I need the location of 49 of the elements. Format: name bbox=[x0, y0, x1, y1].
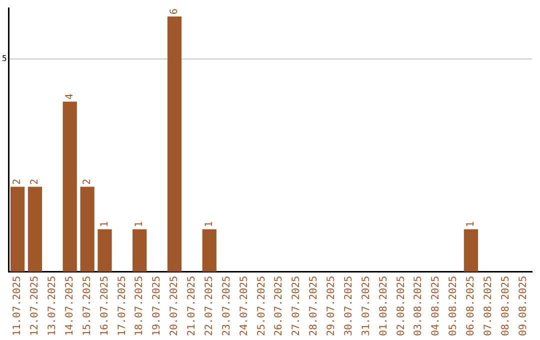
x-tick-label: 23.07.2025 bbox=[221, 276, 232, 336]
x-tick-label: 12.07.2025 bbox=[30, 276, 41, 336]
x-tick-label: 20.07.2025 bbox=[169, 276, 180, 336]
bar bbox=[62, 102, 77, 272]
bar bbox=[98, 229, 112, 272]
x-tick-label: 08.08.2025 bbox=[500, 276, 512, 336]
data-label: 2 bbox=[12, 178, 24, 185]
x-tick-label: 22.07.2025 bbox=[204, 276, 215, 336]
bar bbox=[80, 186, 94, 272]
x-tick-label: 11.07.2025 bbox=[12, 276, 24, 336]
x-tick-label: 05.08.2025 bbox=[448, 276, 460, 336]
data-label: 1 bbox=[99, 221, 110, 228]
data-label: 2 bbox=[82, 178, 93, 185]
data-label: 4 bbox=[64, 94, 76, 100]
x-tick-label: 02.08.2025 bbox=[396, 276, 407, 336]
x-tick-label: 27.07.2025 bbox=[291, 276, 302, 336]
x-tick-label: 15.07.2025 bbox=[82, 276, 93, 336]
bar bbox=[10, 186, 25, 272]
x-tick-label: 04.08.2025 bbox=[430, 276, 442, 336]
bar bbox=[202, 229, 216, 272]
x-tick-label: 06.08.2025 bbox=[466, 276, 477, 336]
x-tick-label: 01.08.2025 bbox=[378, 276, 390, 336]
x-tick-label: 16.07.2025 bbox=[99, 276, 110, 336]
x-tick-label: 31.07.2025 bbox=[360, 276, 372, 336]
bar bbox=[132, 229, 147, 272]
x-tick-label: 30.07.2025 bbox=[343, 276, 354, 336]
x-tick-label: 09.08.2025 bbox=[518, 276, 529, 336]
x-tick-label: 29.07.2025 bbox=[326, 276, 338, 336]
x-tick-label: 18.07.2025 bbox=[134, 276, 146, 336]
x-tick-label: 21.07.2025 bbox=[186, 276, 198, 336]
data-label: 1 bbox=[466, 221, 477, 228]
bar bbox=[167, 16, 182, 272]
data-label: 1 bbox=[204, 221, 215, 228]
x-tick-label: 28.07.2025 bbox=[308, 276, 320, 336]
bar bbox=[464, 229, 478, 272]
data-label: 1 bbox=[134, 221, 146, 228]
x-tick-label: 03.08.2025 bbox=[413, 276, 424, 336]
x-tick-label: 07.08.2025 bbox=[482, 276, 494, 336]
x-tick-label: 19.07.2025 bbox=[152, 276, 163, 336]
data-label: 2 bbox=[30, 178, 41, 185]
x-tick-label: 24.07.2025 bbox=[238, 276, 250, 336]
x-tick-label: 13.07.2025 bbox=[47, 276, 58, 336]
x-tick-label: 17.07.2025 bbox=[116, 276, 128, 336]
data-label: 6 bbox=[169, 8, 180, 15]
x-tick-label: 14.07.2025 bbox=[64, 276, 76, 336]
x-tick-label: 26.07.2025 bbox=[274, 276, 285, 336]
bar bbox=[28, 186, 42, 272]
y-tick-label: 5 bbox=[2, 54, 7, 64]
x-tick-label: 25.07.2025 bbox=[256, 276, 268, 336]
